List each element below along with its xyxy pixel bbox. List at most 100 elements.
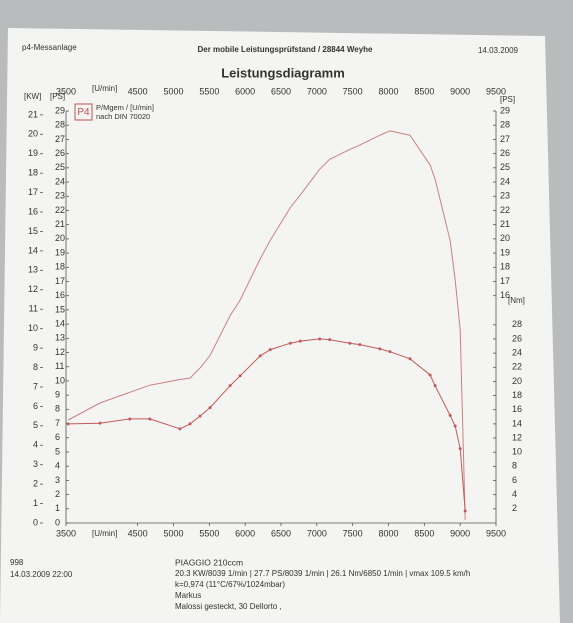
legend-line: nach DIN 70020 <box>96 112 150 121</box>
y-tick-label: 14 <box>55 318 65 328</box>
header-left: p4-Messanlage <box>22 43 77 52</box>
series-line <box>67 130 466 521</box>
kw-tick-label: 13 <box>28 265 38 275</box>
paper <box>0 28 560 623</box>
data-point <box>433 384 437 388</box>
y-tick-label: 12 <box>55 347 65 357</box>
ps-right-tick-label: 16 <box>500 290 510 300</box>
kw-tick-label: 10 <box>28 323 38 333</box>
y2-tick-label: 14 <box>512 418 522 428</box>
y-tick-label: 21 <box>55 219 65 229</box>
data-point <box>258 354 262 358</box>
kw-tick-label: 12 <box>28 284 38 294</box>
y-tick-label: 7 <box>55 418 60 428</box>
y-tick-label: 4 <box>55 461 60 471</box>
y-tick-label: 5 <box>55 446 60 456</box>
chart-title: Leistungsdiagramm <box>221 65 345 80</box>
y2-tick-label: 24 <box>512 347 522 357</box>
data-point <box>328 338 332 342</box>
x-tick-label: 8000 <box>378 528 398 538</box>
x-tick-label: 7000 <box>307 528 327 538</box>
x-tick-label: 5000 <box>163 86 183 96</box>
data-point <box>458 447 462 451</box>
y-tick-label: 22 <box>55 205 65 215</box>
kw-tick-label: 3 <box>33 459 38 469</box>
y2-tick-label: 10 <box>512 447 522 457</box>
ps-right-tick-label: 22 <box>500 205 510 215</box>
ps-right-tick-label: 21 <box>500 219 510 229</box>
y2-tick-label: 4 <box>512 489 517 499</box>
kw-tick-label: 9 <box>33 342 38 352</box>
y-tick-label: 11 <box>55 361 64 371</box>
kw-tick-label: 5 <box>33 420 38 430</box>
kw-tick-label: 18 <box>28 168 38 178</box>
data-point <box>178 427 182 431</box>
x-tick-label: 6500 <box>271 528 291 538</box>
footer-results: 20.3 KW/8039 1/min | 27.7 PS/8039 1/min … <box>175 569 470 578</box>
y-tick-label: 17 <box>55 276 65 286</box>
x-axis-label-bottom: [U/min] <box>92 529 117 538</box>
x-tick-label: 9000 <box>450 86 470 96</box>
data-point <box>388 350 392 354</box>
y2-tick-label: 12 <box>512 432 522 442</box>
x-tick-label: 5500 <box>199 528 219 538</box>
kw-tick-label: 14 <box>28 245 38 255</box>
x-axis-label-top: [U/min] <box>92 84 117 93</box>
footer-date: 14.03.2009 22:00 <box>10 570 73 579</box>
y-tick-label: 3 <box>55 475 60 485</box>
ps-right-tick-label: 18 <box>500 262 510 272</box>
y-tick-label: 24 <box>55 176 65 186</box>
ps-right-label: [PS] <box>500 95 515 104</box>
y-tick-label: 9 <box>55 390 60 400</box>
legend-line: P/Mgem / [U/min] <box>96 103 154 112</box>
y-tick-label: 28 <box>55 120 65 130</box>
x-tick-label: 3500 <box>56 86 76 96</box>
kw-axis-label: [KW] <box>24 92 41 101</box>
y2-tick-label: 16 <box>512 404 522 414</box>
kw-tick-label: 17 <box>28 187 38 197</box>
data-point <box>198 414 202 418</box>
data-point <box>208 406 212 410</box>
y2-tick-label: 6 <box>512 475 517 485</box>
kw-tick-label: 8 <box>33 362 38 372</box>
y2-tick-label: 20 <box>512 376 522 386</box>
logo-box <box>74 103 93 121</box>
y-tick-label: 1 <box>55 503 60 513</box>
kw-tick-label: 11 <box>29 304 38 314</box>
data-point <box>148 417 152 421</box>
y-tick-label: 20 <box>55 233 65 243</box>
x-tick-label: 8500 <box>414 86 434 96</box>
data-point <box>188 422 192 426</box>
x-tick-label: 7500 <box>343 86 363 96</box>
data-point <box>288 341 292 345</box>
x-tick-label: 6500 <box>271 86 291 96</box>
data-point <box>408 357 412 361</box>
kw-tick-label: 1 <box>33 498 38 508</box>
data-point <box>463 509 467 513</box>
data-point <box>453 424 457 428</box>
kw-tick-label: 21 <box>28 109 38 119</box>
footer-conditions: k=0,974 (11°C/67%/1024mbar) <box>175 580 285 589</box>
y-tick-label: 6 <box>55 432 60 442</box>
data-point <box>98 421 102 425</box>
y2-tick-label: 28 <box>512 319 522 329</box>
x-tick-label: 9500 <box>486 86 506 96</box>
ps-right-tick-label: 25 <box>500 162 510 172</box>
kw-tick-label: 20 <box>28 129 38 139</box>
x-tick-label: 5500 <box>199 86 219 96</box>
y2-tick-label: 2 <box>512 503 517 513</box>
y-tick-label: 26 <box>55 148 65 158</box>
x-tick-label: 7000 <box>307 86 327 96</box>
x-tick-label: 3500 <box>56 528 76 538</box>
y-tick-label: 8 <box>55 404 60 414</box>
header-right: 14.03.2009 <box>478 46 519 55</box>
ps-right-tick-label: 23 <box>500 191 510 201</box>
y-tick-label: 16 <box>55 290 65 300</box>
data-point <box>238 374 242 378</box>
y-tick-label: 13 <box>55 333 65 343</box>
y-tick-label: 29 <box>55 105 65 115</box>
ps-right-tick-label: 26 <box>500 148 510 158</box>
ps-right-tick-label: 27 <box>500 134 510 144</box>
